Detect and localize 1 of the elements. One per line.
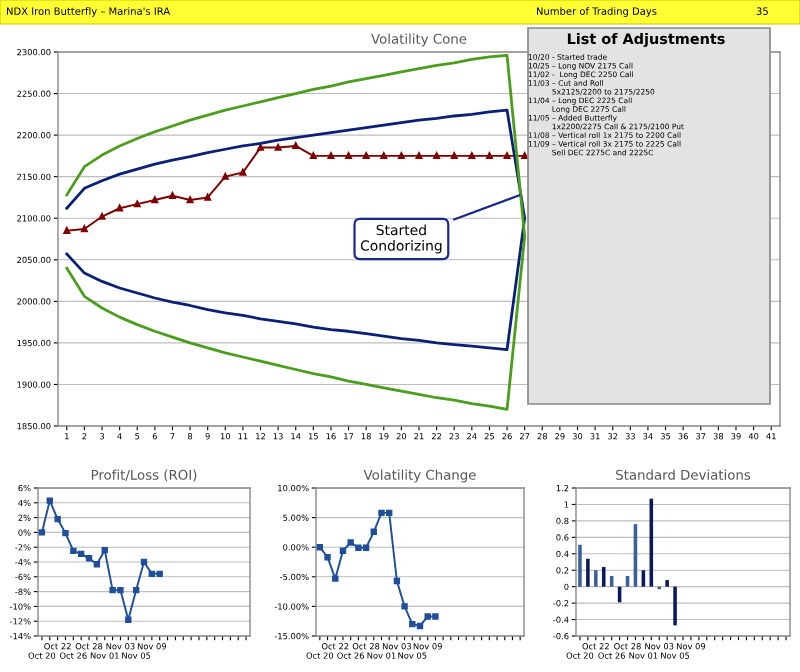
line-series	[63, 142, 528, 234]
